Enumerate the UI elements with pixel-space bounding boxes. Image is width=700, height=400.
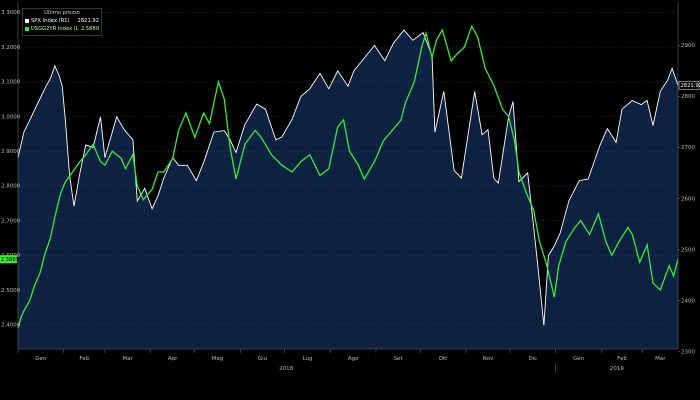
legend-swatch-spx <box>25 19 29 23</box>
x-month-label-12: Gen <box>573 356 585 362</box>
legend-item-usgg2yr: USGG2YR Index (L1) 2.5889 <box>25 25 99 33</box>
left-tick-label-9: 2.4000 <box>1 323 21 329</box>
usgg2yr-line <box>17 24 679 329</box>
x-month-label-4: Mag <box>212 356 224 362</box>
legend-value-usgg2yr: 2.5889 <box>80 26 99 32</box>
left-last-value-box <box>0 255 17 264</box>
left-tick-label-8: 2.5000 <box>1 288 21 294</box>
right-tick-label-1: 2800 <box>681 94 695 100</box>
left-tick-label-3: 3.0000 <box>1 114 21 120</box>
left-tick-label-0: 3.3000 <box>1 10 21 16</box>
right-tick-label-4: 2500 <box>681 247 695 253</box>
x-month-label-14: Mar <box>655 356 666 362</box>
left-tick-label-1: 3.2000 <box>1 45 21 51</box>
x-year-label-1: 2019 <box>610 366 624 372</box>
x-month-label-7: Ago <box>348 356 359 362</box>
x-month-label-1: Feb <box>79 356 89 362</box>
x-month-label-5: Giu <box>258 356 267 362</box>
spx-line <box>17 29 679 326</box>
right-tick-label-3: 2600 <box>681 196 695 202</box>
legend-title: Ultimo prezzo <box>44 10 80 16</box>
x-month-label-13: Feb <box>617 356 627 362</box>
left-tick-label-4: 2.9000 <box>1 149 21 155</box>
legend: Ultimo prezzo SPX Index (R1) 2821.92 USG… <box>22 8 102 36</box>
x-month-label-2: Mar <box>123 356 134 362</box>
x-month-label-0: Gen <box>35 356 47 362</box>
x-month-label-8: Set <box>394 356 404 362</box>
legend-value-spx: 2821.92 <box>77 18 99 24</box>
x-month-label-6: Lug <box>303 356 313 362</box>
right-tick-label-6: 2300 <box>681 349 695 355</box>
x-month-label-11: Dic <box>528 356 537 362</box>
left-tick-label-2: 3.1000 <box>1 80 21 86</box>
right-last-value-label: 2821.92 <box>681 83 700 89</box>
legend-name-spx: SPX Index (R1) <box>31 18 70 24</box>
legend-item-spx: SPX Index (R1) 2821.92 <box>25 17 99 25</box>
right-tick-label-0: 2900 <box>681 43 695 49</box>
right-tick-label-5: 2400 <box>681 298 695 304</box>
spx-area <box>18 30 678 349</box>
legend-swatch-usgg2yr <box>25 27 29 31</box>
left-tick-label-6: 2.7000 <box>1 218 21 224</box>
x-year-label-0: 2018 <box>279 366 293 372</box>
right-tick-label-2: 2700 <box>681 145 695 151</box>
left-last-value-label: 2.5889 <box>1 257 19 263</box>
x-month-label-9: Ott <box>439 356 448 362</box>
right-last-value-box <box>678 80 700 90</box>
x-month-label-3: Apr <box>168 356 178 362</box>
legend-name-usgg2yr: USGG2YR Index (L1) <box>31 26 79 32</box>
x-month-label-10: Nov <box>483 356 494 362</box>
left-tick-label-5: 2.8000 <box>1 184 21 190</box>
